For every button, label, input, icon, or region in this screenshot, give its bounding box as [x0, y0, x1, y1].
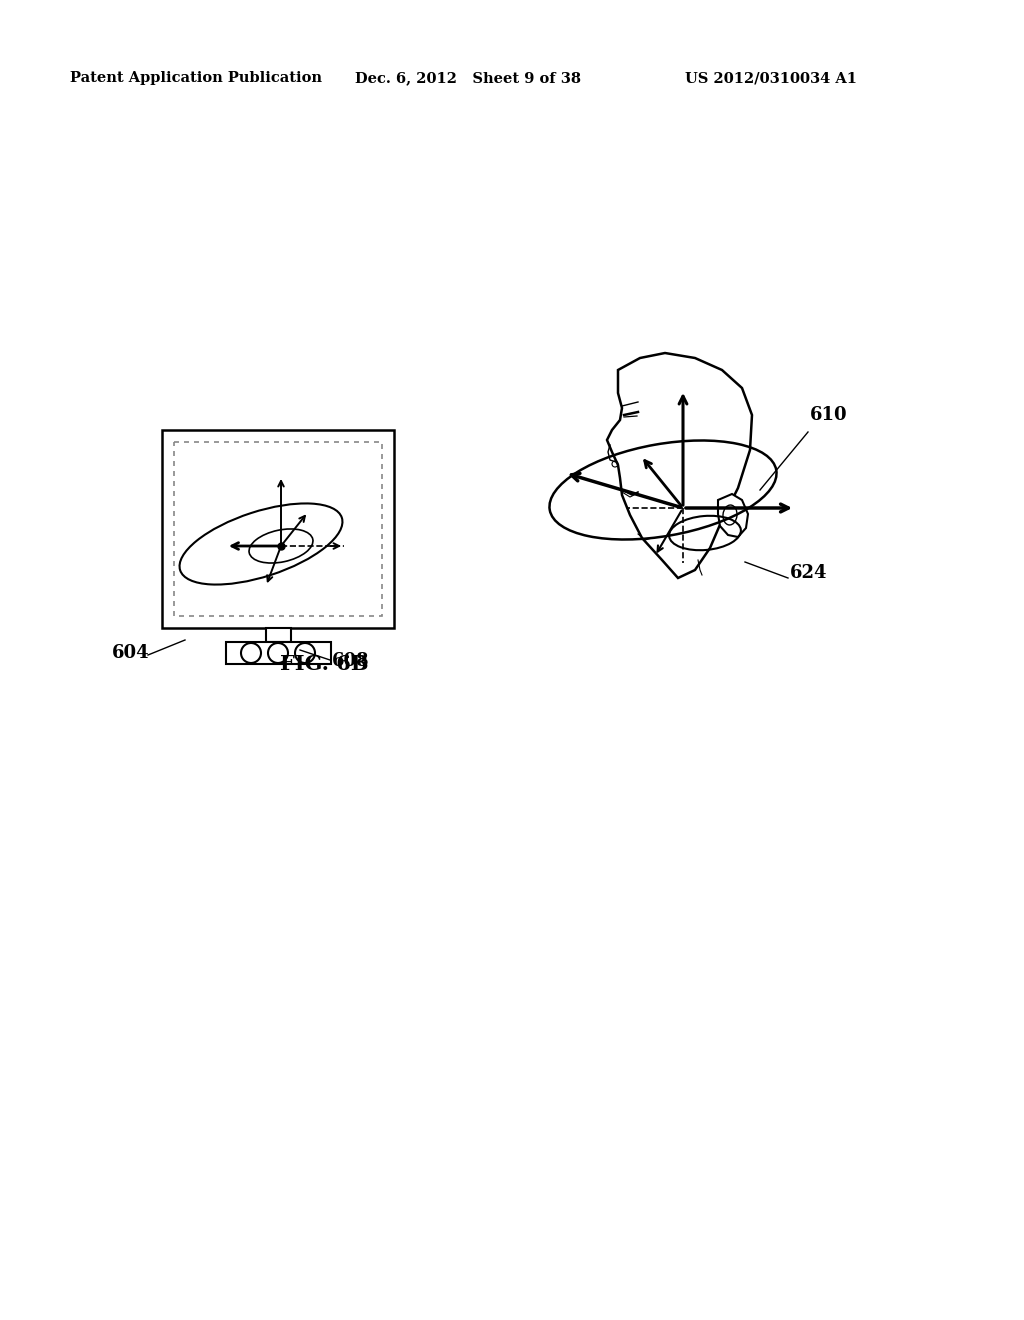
- Circle shape: [268, 643, 288, 663]
- Polygon shape: [607, 352, 752, 578]
- Text: Patent Application Publication: Patent Application Publication: [70, 71, 322, 84]
- Text: Dec. 6, 2012   Sheet 9 of 38: Dec. 6, 2012 Sheet 9 of 38: [355, 71, 581, 84]
- Bar: [225, 642, 331, 664]
- Circle shape: [295, 643, 315, 663]
- Text: 608: 608: [332, 652, 370, 671]
- Bar: [265, 628, 291, 642]
- Text: 624: 624: [790, 564, 827, 582]
- Bar: [162, 430, 394, 628]
- Polygon shape: [718, 494, 748, 537]
- Text: US 2012/0310034 A1: US 2012/0310034 A1: [685, 71, 857, 84]
- Circle shape: [241, 643, 261, 663]
- Text: 604: 604: [112, 644, 150, 663]
- Bar: [174, 442, 382, 616]
- Text: 610: 610: [810, 407, 848, 424]
- Text: FIG. 6B: FIG. 6B: [280, 653, 369, 675]
